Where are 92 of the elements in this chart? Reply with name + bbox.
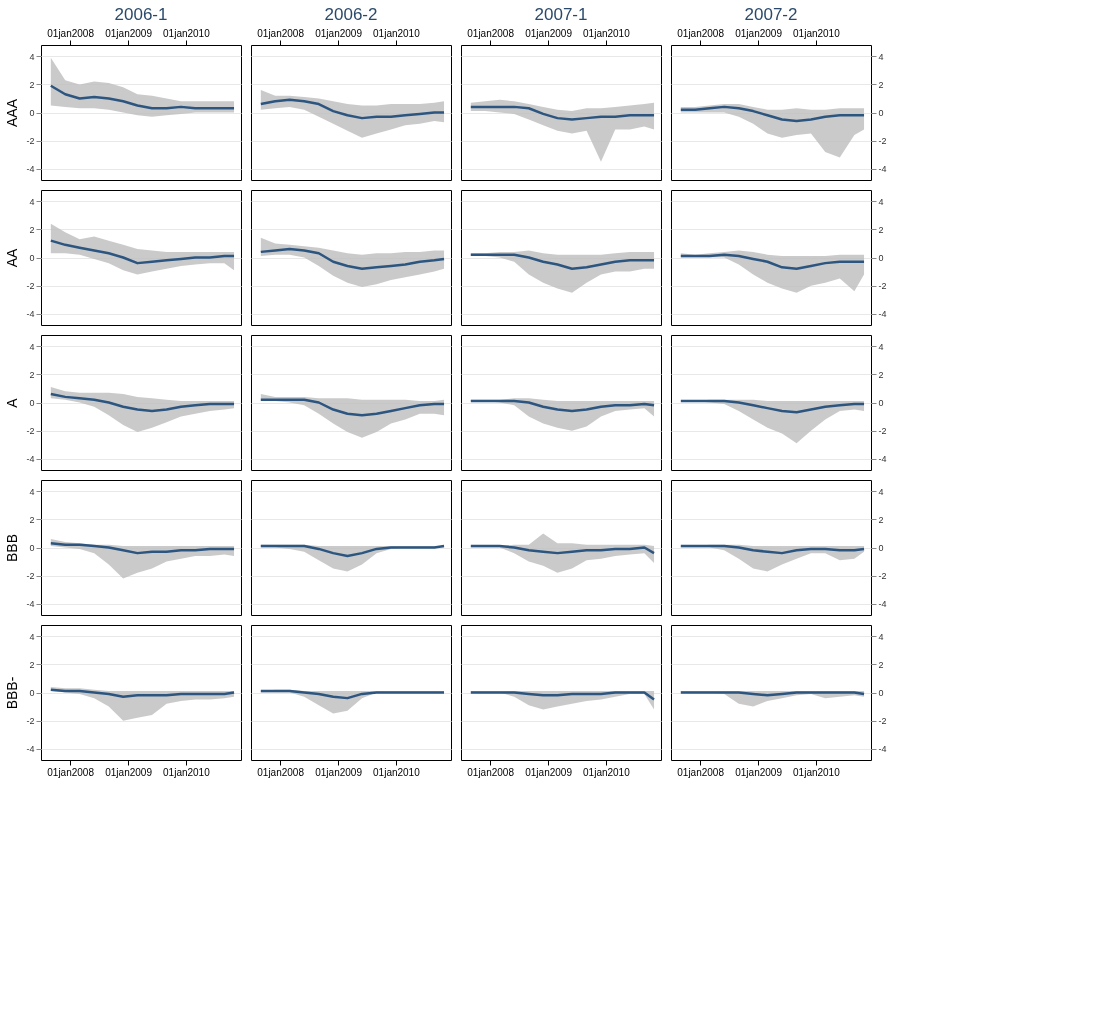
line-series xyxy=(679,253,866,270)
x-tick-label: 01jan2008 xyxy=(47,766,95,778)
y-tick-label: -4 xyxy=(26,744,35,755)
y-tick-label: 4 xyxy=(878,196,884,207)
y-tick-label: -2 xyxy=(878,426,887,437)
y-tick-label: 4 xyxy=(878,631,884,642)
y-tick-label: -4 xyxy=(878,309,887,320)
y-tick-label: -2 xyxy=(878,136,887,147)
line-series xyxy=(49,239,236,265)
y-axis-title: AAA xyxy=(4,98,21,128)
line-series xyxy=(49,84,236,110)
x-tick-label: 01jan2008 xyxy=(467,766,515,778)
x-tick-label: 01jan2010 xyxy=(163,27,211,39)
y-axis-title: AA xyxy=(4,248,21,268)
x-tick-label: 01jan2009 xyxy=(525,766,573,778)
y-tick-label: 0 xyxy=(29,543,35,553)
y-tick-label: -2 xyxy=(26,136,35,147)
y-tick-label: 4 xyxy=(29,486,35,497)
y-tick-label: 2 xyxy=(878,514,884,525)
line-series xyxy=(679,105,866,123)
y-axis-title: BBB xyxy=(4,533,21,563)
y-tick-label: -2 xyxy=(878,716,887,727)
line-series xyxy=(679,399,866,414)
chart-title: 2007-1 xyxy=(534,5,588,24)
x-tick-label: 01jan2010 xyxy=(373,27,421,39)
y-tick-label: -2 xyxy=(26,716,35,727)
y-tick-label: 2 xyxy=(29,659,35,670)
y-tick-label: 4 xyxy=(29,51,35,62)
y-tick-label: 4 xyxy=(878,341,884,352)
y-tick-label: 0 xyxy=(29,253,35,263)
x-tick-label: 01jan2009 xyxy=(315,766,363,778)
x-tick-label: 01jan2009 xyxy=(525,27,573,39)
y-tick-label: 2 xyxy=(29,514,35,525)
y-tick-label: 4 xyxy=(29,341,35,352)
y-tick-label: -4 xyxy=(878,454,887,465)
x-tick-label: 01jan2010 xyxy=(793,766,841,778)
x-tick-label: 01jan2010 xyxy=(583,27,631,39)
line-series xyxy=(49,392,236,413)
y-axis-title: A xyxy=(4,397,21,408)
y-tick-label: 0 xyxy=(29,108,35,118)
x-tick-label: 01jan2008 xyxy=(467,27,515,39)
y-tick-label: 0 xyxy=(878,253,884,263)
x-tick-label: 01jan2010 xyxy=(583,766,631,778)
y-tick-label: -2 xyxy=(878,571,887,582)
y-tick-label: 2 xyxy=(29,79,35,90)
y-tick-label: 0 xyxy=(878,688,884,698)
y-tick-label: 0 xyxy=(878,108,884,118)
y-tick-label: 2 xyxy=(29,224,35,235)
line-series xyxy=(679,544,866,555)
y-tick-label: 4 xyxy=(878,486,884,497)
y-tick-label: -4 xyxy=(878,164,887,175)
y-tick-label: 4 xyxy=(878,51,884,62)
x-tick-label: 01jan2010 xyxy=(373,766,421,778)
x-tick-label: 01jan2009 xyxy=(105,27,153,39)
x-tick-label: 01jan2010 xyxy=(163,766,211,778)
y-tick-label: 0 xyxy=(29,688,35,698)
x-tick-label: 01jan2009 xyxy=(315,27,363,39)
y-tick-label: -4 xyxy=(878,744,887,755)
x-tick-label: 01jan2008 xyxy=(677,766,725,778)
y-tick-label: -2 xyxy=(26,571,35,582)
x-tick-label: 01jan2009 xyxy=(735,27,783,39)
x-tick-label: 01jan2009 xyxy=(105,766,153,778)
y-tick-label: -4 xyxy=(26,309,35,320)
x-tick-label: 01jan2008 xyxy=(677,27,725,39)
y-tick-label: 2 xyxy=(878,659,884,670)
y-tick-label: 4 xyxy=(29,196,35,207)
y-tick-label: 0 xyxy=(878,543,884,553)
y-axis-title: BBB- xyxy=(4,676,21,710)
line-series xyxy=(49,542,236,555)
chart-title: 2006-2 xyxy=(324,5,378,24)
x-tick-label: 01jan2008 xyxy=(257,27,305,39)
chart-title: 2006-1 xyxy=(114,5,168,24)
line-series xyxy=(49,688,236,698)
x-tick-label: 01jan2008 xyxy=(47,27,95,39)
y-tick-label: 0 xyxy=(878,398,884,408)
y-tick-label: 2 xyxy=(878,369,884,380)
x-tick-label: 01jan2008 xyxy=(257,766,305,778)
y-tick-label: -4 xyxy=(26,454,35,465)
y-tick-label: 4 xyxy=(29,631,35,642)
y-tick-label: -4 xyxy=(878,599,887,610)
chart-title: 2007-2 xyxy=(744,5,798,24)
y-tick-label: -2 xyxy=(26,281,35,292)
y-tick-label: 0 xyxy=(29,398,35,408)
y-tick-label: -4 xyxy=(26,599,35,610)
x-tick-label: 01jan2010 xyxy=(793,27,841,39)
y-tick-label: 2 xyxy=(29,369,35,380)
y-tick-label: 2 xyxy=(878,79,884,90)
y-tick-label: 2 xyxy=(878,224,884,235)
y-tick-label: -2 xyxy=(26,426,35,437)
y-tick-label: -4 xyxy=(26,164,35,175)
y-tick-label: -2 xyxy=(878,281,887,292)
x-tick-label: 01jan2009 xyxy=(735,766,783,778)
